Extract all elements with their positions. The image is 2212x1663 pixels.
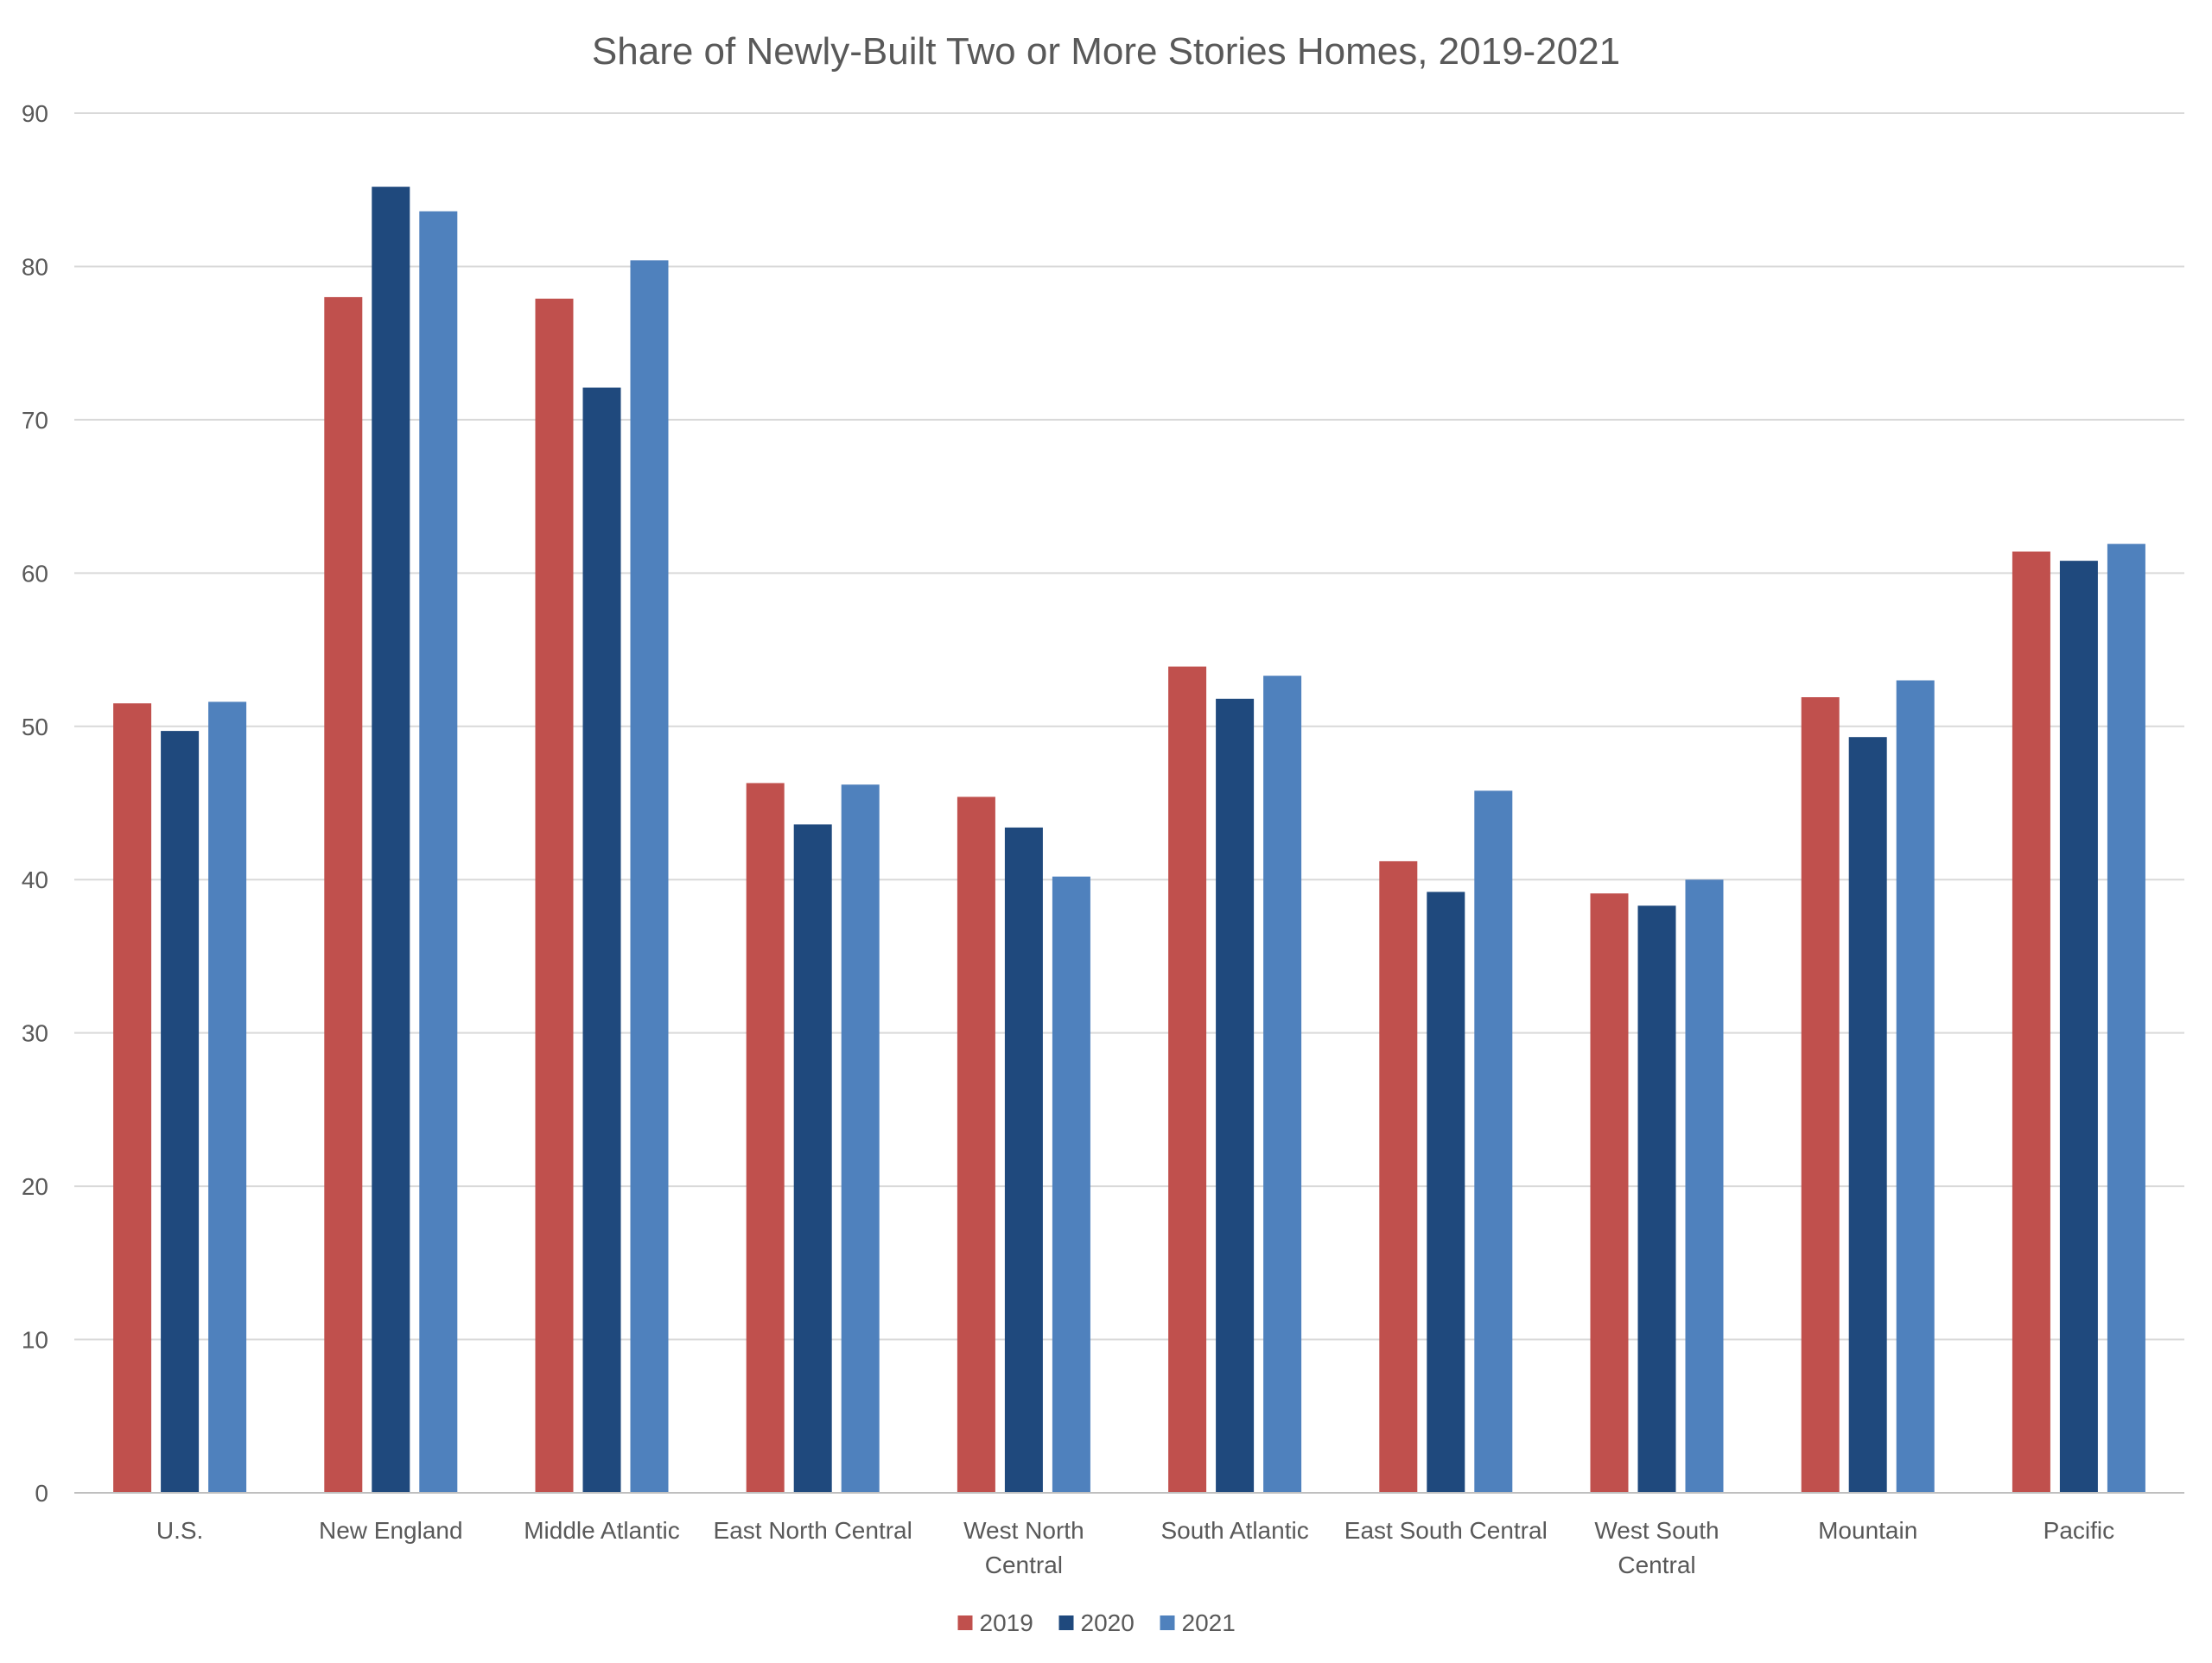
bar-2020: [1216, 698, 1255, 1493]
bar-2020: [372, 187, 410, 1493]
x-category-label: Pacific: [2044, 1517, 2114, 1544]
bar-2020: [1004, 827, 1043, 1493]
bar-2021: [1052, 876, 1090, 1493]
bar-2021: [841, 784, 880, 1493]
y-tick-label: 20: [22, 1173, 48, 1200]
bar-2019: [113, 703, 152, 1493]
y-tick-label: 60: [22, 560, 48, 587]
legend: 2019 2020 2021: [957, 1609, 1236, 1636]
bar-2019: [1168, 666, 1207, 1493]
bar-2020: [1637, 905, 1676, 1493]
bar-2021: [419, 211, 458, 1493]
x-category-label: South Atlantic: [1160, 1517, 1308, 1544]
chart-title: Share of Newly-Built Two or More Stories…: [592, 30, 1620, 73]
y-tick-label: 70: [22, 407, 48, 434]
x-category-label: Middle Atlantic: [524, 1517, 680, 1544]
x-category-label: West South Central: [1594, 1517, 1719, 1578]
y-tick-label: 40: [22, 866, 48, 893]
bar-2019: [1801, 697, 1840, 1493]
bar-2021: [1263, 676, 1302, 1493]
bar-2020: [1848, 737, 1887, 1493]
bars: [113, 187, 2145, 1494]
y-tick-label: 10: [22, 1327, 48, 1354]
bar-2019: [1379, 860, 1418, 1493]
bar-2019: [746, 783, 785, 1493]
bar-2019: [1590, 893, 1629, 1493]
x-category-label: East North Central: [714, 1517, 912, 1544]
y-tick-label: 0: [35, 1480, 48, 1507]
bar-2021: [1896, 680, 1935, 1493]
x-category-label: East South Central: [1344, 1517, 1548, 1544]
bar-2021: [208, 701, 247, 1493]
bar-2020: [582, 387, 621, 1494]
y-axis-ticks: 0 10 20 30 40 50 60 70 80 90: [22, 100, 48, 1507]
bar-2019: [535, 298, 574, 1493]
bar-2019: [957, 797, 995, 1493]
bar-2019: [2012, 551, 2050, 1493]
y-tick-label: 50: [22, 714, 48, 740]
bar-2020: [1427, 892, 1465, 1493]
y-tick-label: 90: [22, 100, 48, 127]
legend-swatch-2021: [1160, 1615, 1175, 1630]
x-category-label: New England: [319, 1517, 463, 1544]
bar-2020: [161, 731, 200, 1493]
y-tick-label: 30: [22, 1020, 48, 1047]
legend-label: 2019: [980, 1609, 1033, 1636]
bar-2021: [1685, 879, 1724, 1493]
legend-label: 2021: [1182, 1609, 1236, 1636]
y-tick-label: 80: [22, 253, 48, 280]
x-axis-labels: U.S. New England Middle Atlantic East North…: [156, 1517, 2114, 1578]
legend-label: 2020: [1081, 1609, 1135, 1636]
bar-2020: [2059, 561, 2098, 1494]
legend-swatch-2020: [1058, 1615, 1074, 1630]
x-category-label: U.S.: [156, 1517, 203, 1544]
x-category-label: West North Central: [963, 1517, 1084, 1578]
legend-swatch-2019: [957, 1615, 973, 1630]
bar-2021: [630, 260, 669, 1493]
bar-2020: [793, 824, 832, 1493]
x-category-label: Mountain: [1818, 1517, 1917, 1544]
bar-2021: [2107, 543, 2145, 1493]
bar-2019: [324, 296, 363, 1493]
bar-2021: [1474, 790, 1513, 1493]
